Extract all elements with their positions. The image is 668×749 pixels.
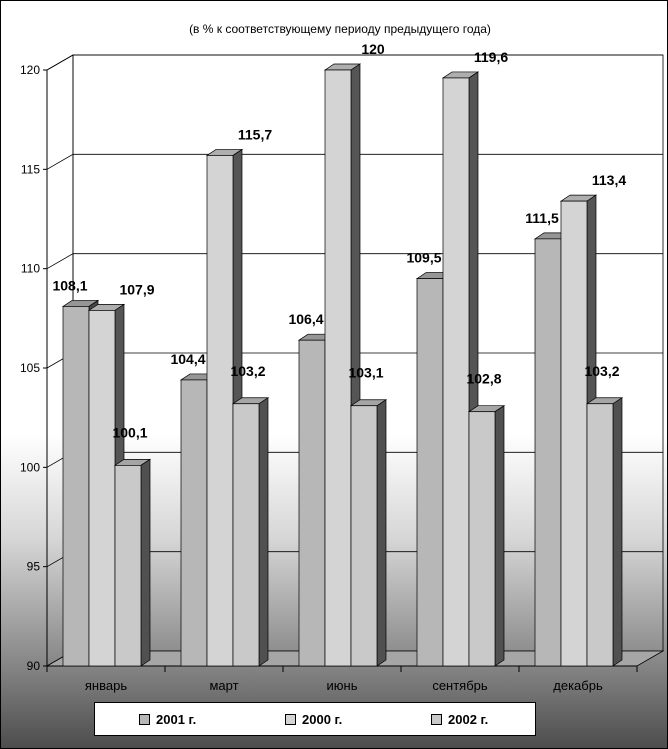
bar-front — [350, 405, 378, 667]
bar — [467, 405, 506, 667]
y-axis: 90 95 100 105 110 115 120 — [20, 63, 48, 673]
bar-side — [376, 399, 387, 667]
legend-swatch — [431, 713, 442, 725]
gridline — [46, 54, 663, 71]
bar-front — [442, 77, 470, 667]
data-label: 119,6 — [474, 49, 508, 65]
data-label: 100,1 — [112, 424, 147, 440]
bar-front — [468, 411, 496, 667]
y-tick-label: 95 — [27, 560, 41, 574]
data-label: 115,7 — [238, 126, 272, 142]
bar — [113, 458, 152, 667]
data-label: 111,5 — [525, 210, 559, 226]
bar-front — [324, 69, 352, 667]
data-label: 102,8 — [466, 371, 501, 387]
bar-front — [88, 310, 116, 667]
data-label: 113,4 — [592, 172, 626, 188]
bar — [231, 397, 270, 667]
bar-side — [494, 405, 505, 667]
y-tick-label: 90 — [27, 659, 41, 673]
bar — [349, 399, 388, 667]
bars — [61, 63, 624, 667]
bar-side — [612, 397, 623, 667]
x-tick-label: март — [209, 678, 238, 693]
bar-front — [560, 200, 588, 667]
bar-front — [586, 403, 614, 667]
legend-item: 2000 г. — [285, 711, 342, 727]
x-tick-label: сентябрь — [432, 678, 488, 693]
y-tick-label: 105 — [20, 361, 40, 375]
data-label: 103,1 — [348, 365, 383, 381]
y-tick-label: 120 — [20, 63, 40, 77]
legend-label: 2001 г. — [156, 711, 197, 727]
legend-swatch — [285, 713, 296, 725]
bar-front — [534, 238, 562, 667]
bar-front — [114, 464, 142, 667]
data-label: 103,2 — [584, 363, 619, 379]
data-label: 106,4 — [288, 311, 323, 327]
data-label: 109,5 — [406, 250, 441, 266]
x-axis: январь март июнь сентябрь декабрь — [46, 665, 638, 693]
legend-label: 2000 г. — [302, 711, 343, 727]
bar-front — [180, 379, 208, 667]
bar-side — [140, 458, 151, 667]
legend-label: 2002 г. — [448, 711, 489, 727]
y-tick-label: 100 — [20, 460, 40, 474]
bar-side — [258, 397, 269, 667]
data-label: 104,4 — [170, 351, 205, 367]
legend-item: 2001 г. — [139, 711, 196, 727]
y-tick-label: 115 — [21, 162, 40, 176]
x-tick-label: январь — [85, 678, 127, 693]
legend: 2001 г. 2000 г. 2002 г. — [94, 702, 536, 736]
bar — [585, 397, 624, 667]
bar-front — [416, 278, 444, 667]
data-label: 107,9 — [119, 281, 154, 297]
x-tick-label: июнь — [327, 678, 358, 693]
chart-subtitle: (в % к соответствующему периоду предыдущ… — [189, 22, 491, 36]
bar-front — [206, 155, 234, 667]
data-label: 120 — [361, 41, 385, 57]
bar-front — [62, 306, 90, 667]
data-labels: 108,1 107,9 100,1 104,4 115,7 103,2 106,4 120 10… — [52, 41, 626, 440]
legend-item: 2002 г. — [431, 711, 488, 727]
x-tick-label: декабрь — [553, 678, 603, 693]
bar-front — [232, 403, 260, 667]
bar-front — [298, 339, 326, 667]
legend-swatch — [139, 713, 150, 725]
data-label: 108,1 — [52, 277, 87, 293]
y-tick-label: 110 — [21, 262, 40, 276]
data-label: 103,2 — [230, 363, 265, 379]
